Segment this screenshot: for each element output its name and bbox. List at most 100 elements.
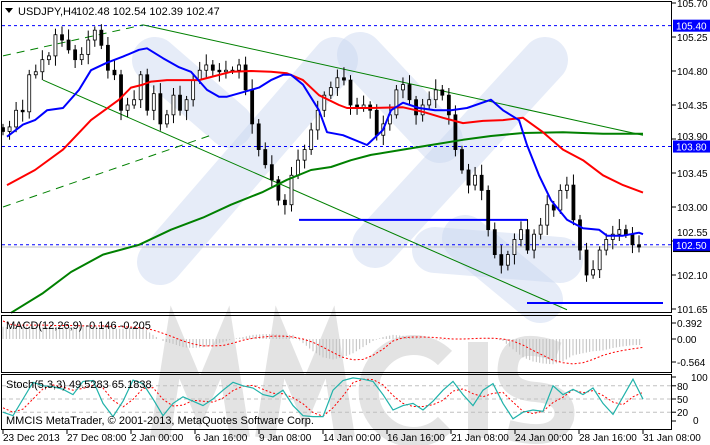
price-tick-label: 104.35	[677, 101, 708, 112]
candle-bull	[420, 104, 425, 116]
candle-bear	[283, 199, 287, 206]
candle-bear	[407, 84, 412, 101]
candle-bear	[348, 79, 353, 106]
stoch-label: Stoch(5,3,3) 49.5283 65.1838	[6, 379, 152, 391]
candle-bull	[53, 34, 58, 57]
candle-bull	[165, 114, 169, 125]
stoch-tick-label: 100	[691, 373, 708, 384]
price-tick-label: 103.00	[677, 203, 708, 214]
candle-bear	[630, 233, 635, 246]
price-tick-label: 104.80	[677, 67, 708, 78]
candle-bear	[453, 114, 458, 150]
candle-bull	[394, 89, 399, 116]
candle-bear	[466, 169, 471, 186]
macd-tick-label: 0.00	[677, 335, 697, 346]
candle-bull	[14, 109, 19, 128]
candle-bull	[558, 189, 563, 211]
candle-bear	[106, 44, 110, 71]
header: USDJPY,H4 102.48 102.54 102.39 102.47	[5, 6, 220, 18]
time-tick-label: 2 Jan 00:00	[131, 433, 184, 444]
candle-bear	[243, 64, 248, 91]
candle-bull	[564, 184, 569, 191]
price-tick-label: 105.70	[677, 0, 708, 10]
candle-bull	[237, 64, 241, 71]
time-tick-label: 21 Jan 08:00	[451, 433, 509, 444]
level-price-badge	[673, 19, 710, 32]
candle-bear	[210, 64, 215, 71]
main-panel[interactable]	[1, 24, 672, 314]
price-tick-label: 105.25	[677, 33, 708, 44]
candle-bear	[269, 164, 274, 181]
candle-bear	[145, 74, 150, 111]
candle-bull	[296, 159, 300, 176]
level-price-badge	[673, 238, 710, 251]
stoch-panel[interactable]	[2, 377, 671, 420]
watermark-band	[337, 32, 463, 163]
time-tick-label: 9 Jan 08:00	[259, 433, 312, 444]
stoch-tick-label: 50	[677, 395, 689, 406]
mid-ma-line	[6, 70, 644, 194]
candle-bull	[512, 239, 517, 256]
fast-ma-line	[6, 47, 644, 237]
candle-bear	[374, 109, 379, 136]
candle-bull	[302, 149, 307, 161]
trendline	[2, 24, 144, 57]
time-tick-label: 23 Dec 2013	[3, 433, 60, 444]
candle-bull	[532, 233, 536, 251]
candle-bear	[492, 229, 497, 256]
candle-bull	[309, 129, 314, 150]
stoch-tick-label: 80	[677, 382, 689, 393]
candle-bear	[460, 149, 464, 171]
candle-bull	[197, 69, 202, 81]
level-price-badge	[673, 140, 710, 153]
candle-bull	[132, 99, 137, 106]
candle-bear	[217, 69, 222, 73]
level-price-label: 105.40	[676, 22, 707, 33]
price-tick-label: 103.45	[677, 169, 708, 180]
main-panel-border	[1, 1, 672, 313]
candle-bull	[604, 239, 609, 251]
price-axis: 105.70 105.25 104.80 104.35 103.90 103.45 103.…	[672, 0, 710, 427]
candle-bull	[224, 69, 228, 73]
slow-ma-line	[10, 131, 643, 314]
macd-tick-label: -0.564	[677, 358, 706, 369]
candle-bull	[86, 39, 91, 55]
candle-bear	[486, 189, 491, 231]
candle-bull	[610, 233, 615, 240]
time-tick-label: 28 Jan 16:00	[579, 433, 637, 444]
candle-bear	[571, 184, 576, 221]
candle-bull	[7, 126, 12, 132]
candle-bull	[315, 109, 320, 131]
candle-bear	[99, 29, 104, 46]
candle-bear	[178, 94, 182, 111]
candle-bull	[433, 89, 438, 101]
macd-panel[interactable]	[2, 320, 644, 365]
trendline	[2, 134, 212, 208]
candle-bull	[617, 229, 622, 235]
candle-bull	[138, 74, 143, 101]
price-tick-label: 102.10	[677, 271, 708, 282]
time-tick-label: 14 Jan 00:00	[323, 433, 381, 444]
watermark-band	[352, 37, 568, 268]
price-tick-label: 102.55	[677, 228, 708, 239]
candle-bull	[545, 204, 550, 226]
candle-bear	[20, 109, 25, 113]
candle-bear	[440, 89, 445, 96]
candle-bear	[60, 34, 64, 41]
watermark-logo	[132, 32, 583, 323]
stoch-tick-label: 20	[677, 408, 689, 419]
candle-bull	[505, 254, 510, 266]
candle-bull	[519, 229, 523, 240]
candle-bull	[597, 249, 602, 271]
candle-bull	[33, 71, 38, 76]
macd-panel-border	[1, 315, 672, 373]
macd-tick-label: 0.392	[677, 319, 702, 330]
candle-bull	[92, 29, 97, 41]
candle-bull	[40, 59, 45, 73]
candle-bear	[525, 229, 530, 251]
dropdown-triangle-icon[interactable]	[5, 8, 13, 13]
candle-bear	[623, 229, 628, 235]
macd-label: MACD(12,26,9) -0.146 -0.205	[6, 320, 151, 332]
candle-bear	[158, 93, 163, 125]
